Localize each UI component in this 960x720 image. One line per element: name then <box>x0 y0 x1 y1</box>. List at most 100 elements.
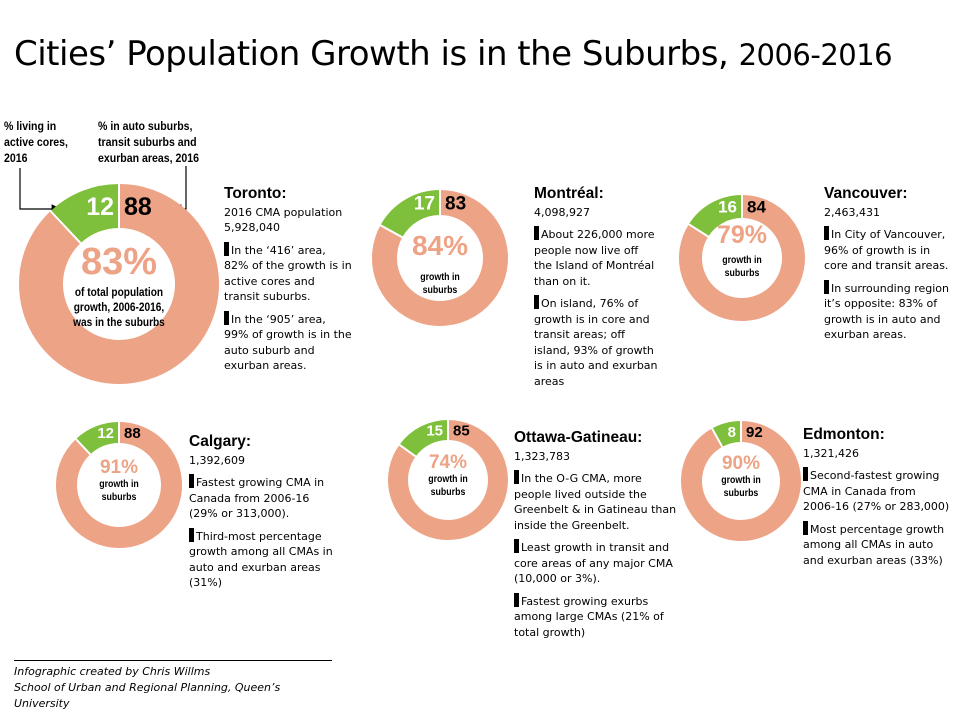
population-value: 5,928,040 <box>224 221 280 234</box>
population-value: 2,463,431 <box>824 205 880 219</box>
annotation-active-cores: % living in active cores, 2016 <box>4 118 68 166</box>
population-label: 2016 CMA population <box>224 205 343 219</box>
donut-slice-core <box>380 190 441 238</box>
note: Third-most percentage growth among all C… <box>189 527 339 591</box>
bullet-icon <box>803 520 808 535</box>
note-text: Least growth in transit and core areas o… <box>514 541 673 585</box>
growth-label: suburbs <box>725 266 760 278</box>
city-text-toronto: Toronto: 2016 CMA population 5,928,040 I… <box>224 186 352 380</box>
title-years: 2006-2016 <box>738 38 893 72</box>
city-name: Montréal: <box>534 185 604 202</box>
donut-slice-core <box>688 195 743 238</box>
annotation-auto-suburbs: % in auto suburbs, transit suburbs and e… <box>98 118 199 166</box>
city-name: Toronto: <box>224 185 287 202</box>
note-text: Most percentage growth among all CMAs in… <box>803 522 945 567</box>
donut-slice-suburb <box>372 190 508 326</box>
city-name: Ottawa-Gatineau: <box>514 429 643 446</box>
donut-slice-suburb <box>681 421 801 541</box>
growth-percent: 90% <box>722 453 760 474</box>
growth-label: growth in <box>722 253 762 265</box>
population-value: 1,321,426 <box>803 446 859 460</box>
note: In the ‘416’ area, 82% of the growth is … <box>224 241 352 305</box>
note: Most percentage growth among all CMAs in… <box>803 520 951 569</box>
population-value: 1,392,609 <box>189 453 245 467</box>
city-text-vancouver: Vancouver: 2,463,431 In City of Vancouve… <box>824 186 952 349</box>
city-text-montreal: Montréal: 4,098,927 About 226,000 more p… <box>534 186 658 395</box>
growth-label: suburbs <box>423 283 458 295</box>
growth-label: growth in <box>99 477 139 489</box>
bullet-icon <box>534 226 539 240</box>
donut-separator <box>687 222 710 238</box>
arrow-active-cores <box>19 168 62 214</box>
note: Fastest growing exurbs among large CMAs … <box>514 592 680 641</box>
core-percent-label: 17 <box>414 193 435 214</box>
bullet-icon <box>514 592 519 607</box>
donut-separator <box>379 223 404 239</box>
growth-label: suburbs <box>431 485 466 497</box>
donut-separator <box>49 209 83 245</box>
bullet-icon <box>824 226 829 240</box>
annotation-line: transit suburbs and <box>98 135 197 149</box>
bullet-icon <box>189 527 194 542</box>
note: Fastest growing CMA in Canada from 2006-… <box>189 474 339 522</box>
page-title: Cities’ Population Growth is in the Subu… <box>14 34 893 74</box>
core-percent-label: 12 <box>86 193 114 221</box>
annotation-line: exurban areas, 2016 <box>98 151 199 165</box>
city-text-edmonton: Edmonton: 1,321,426 Second-fastest growi… <box>803 427 951 574</box>
note: On island, 76% of growth is in core and … <box>534 295 658 389</box>
city-name: Edmonton: <box>803 426 885 443</box>
footer-line: Infographic created by Chris Willms <box>14 665 211 678</box>
suburb-percent-label: 88 <box>124 193 152 221</box>
core-percent-label: 8 <box>728 424 736 441</box>
city-name: Vancouver: <box>824 185 908 202</box>
bullet-icon <box>224 241 229 256</box>
note-text: In City of Vancouver, 96% of growth is i… <box>824 228 949 272</box>
population-value: 1,323,783 <box>514 449 570 463</box>
bullet-icon <box>189 474 194 488</box>
population-value: 4,098,927 <box>534 205 590 219</box>
growth-percent: 79% <box>717 221 767 249</box>
growth-percent: 84% <box>412 230 468 261</box>
donut-slice-core <box>399 420 449 457</box>
donut-separator <box>398 443 418 458</box>
note-text: Fastest growing exurbs among large CMAs … <box>514 594 664 639</box>
note: In the ‘905’ area, 99% of growth is in t… <box>224 310 352 374</box>
title-main: Cities’ Population Growth is in the Subu… <box>14 34 729 74</box>
note: In surrounding region it’s opposite: 83%… <box>824 279 952 343</box>
note: In City of Vancouver, 96% of growth is i… <box>824 226 952 274</box>
growth-percent: 83% <box>81 241 157 283</box>
annotation-line: 2016 <box>4 151 28 165</box>
city-text-ottawa: Ottawa-Gatineau: 1,323,783 In the O-G CM… <box>514 430 680 646</box>
annotation-line: % in auto suburbs, <box>98 119 193 133</box>
note: Least growth in transit and core areas o… <box>514 539 680 587</box>
note-text: In surrounding region it’s opposite: 83%… <box>824 281 949 342</box>
growth-label: suburbs <box>102 490 137 502</box>
annotation-line: % living in <box>4 119 57 133</box>
bullet-icon <box>514 539 519 553</box>
donut-slice-core <box>75 422 120 455</box>
note: Second-fastest growing CMA in Canada fro… <box>803 467 951 515</box>
note-text: On island, 76% of growth is in core and … <box>534 297 658 388</box>
suburb-percent-label: 83 <box>445 193 466 214</box>
note-text: In the ‘905’ area, 99% of growth is in t… <box>224 312 352 373</box>
suburb-percent-label: 88 <box>124 425 141 442</box>
donut-slice-suburb <box>56 422 182 548</box>
donut-slice-suburb <box>19 184 219 384</box>
growth-percent: 74% <box>429 452 467 473</box>
core-percent-label: 12 <box>97 425 114 442</box>
growth-label: suburbs <box>724 486 759 498</box>
donut-slice-suburb <box>388 420 508 540</box>
note-text: In the ‘416’ area, 82% of the growth is … <box>224 243 352 304</box>
growth-label: of total population <box>75 286 163 299</box>
donut-slice-core <box>50 184 120 244</box>
city-text-calgary: Calgary: 1,392,609 Fastest growing CMA i… <box>189 434 339 597</box>
donut-separator <box>74 437 92 456</box>
core-percent-label: 15 <box>426 422 443 439</box>
note-text: In the O-G CMA, more people lived outsid… <box>514 472 677 532</box>
footer-line: School of Urban and Regional Planning, Q… <box>14 681 281 710</box>
bullet-icon <box>534 295 539 309</box>
growth-label: growth in <box>420 270 460 282</box>
growth-label: growth, 2006-2016, <box>74 301 165 314</box>
growth-label: was in the suburbs <box>72 316 165 329</box>
